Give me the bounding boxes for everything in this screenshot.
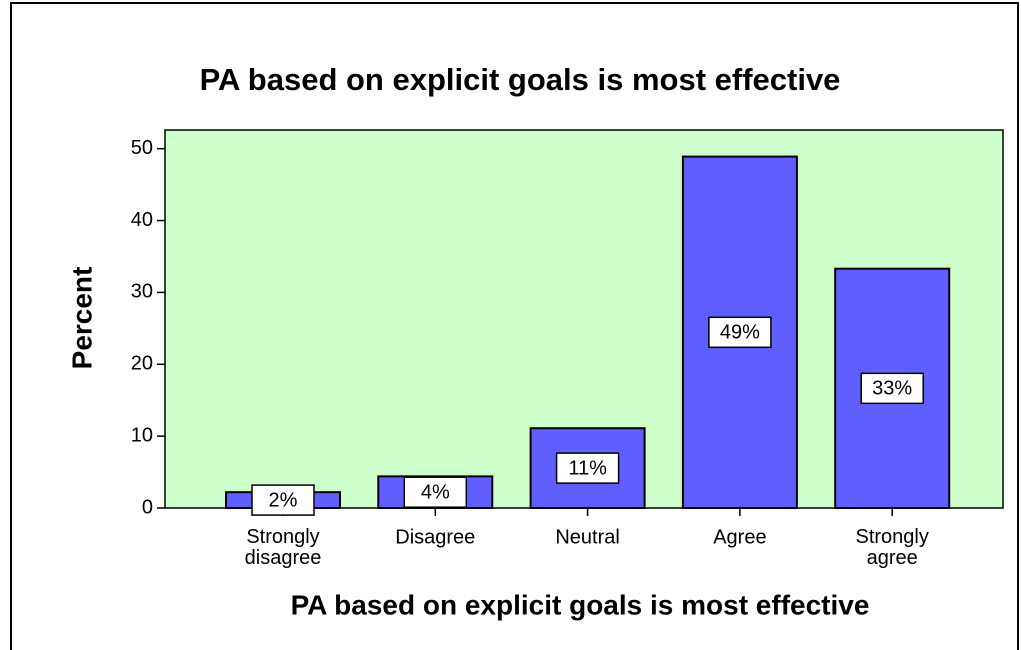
x-tick-label: Strongly disagree <box>245 526 322 569</box>
y-tick-label: 10 <box>131 424 153 446</box>
value-label: 11% <box>568 457 607 479</box>
chart-title: PA based on explicit goals is most effec… <box>200 62 841 97</box>
x-tick-label: Agree <box>713 526 766 548</box>
x-tick-label: Neutral <box>555 526 619 548</box>
value-label-box <box>251 484 315 516</box>
x-axis-label: PA based on explicit goals is most effec… <box>291 589 870 620</box>
value-label: 2% <box>269 489 298 511</box>
y-tick-label: 30 <box>131 281 153 303</box>
y-tick-label: 20 <box>131 353 153 375</box>
value-label: 33% <box>872 378 912 400</box>
y-axis-label: Percent <box>66 267 97 370</box>
frame <box>10 2 1019 650</box>
y-tick-label: 50 <box>131 137 153 159</box>
x-tick-label-line: Strongly <box>246 526 319 548</box>
value-label-box <box>708 316 772 349</box>
y-tick-label: 0 <box>142 496 153 518</box>
bar <box>529 427 646 509</box>
x-tick-label: Strongly agree <box>856 526 929 569</box>
x-tick-label-line: Strongly <box>856 526 929 548</box>
y-tick-label: 40 <box>131 209 153 231</box>
value-label-box <box>403 476 468 508</box>
x-tick-label: Disagree <box>395 526 475 548</box>
value-label-box <box>555 452 620 484</box>
x-tick-label-line: disagree <box>245 547 322 569</box>
value-label: 4% <box>421 481 450 503</box>
value-label-box <box>860 372 924 405</box>
value-label: 49% <box>720 322 760 344</box>
x-tick-label-line: agree <box>867 547 918 569</box>
